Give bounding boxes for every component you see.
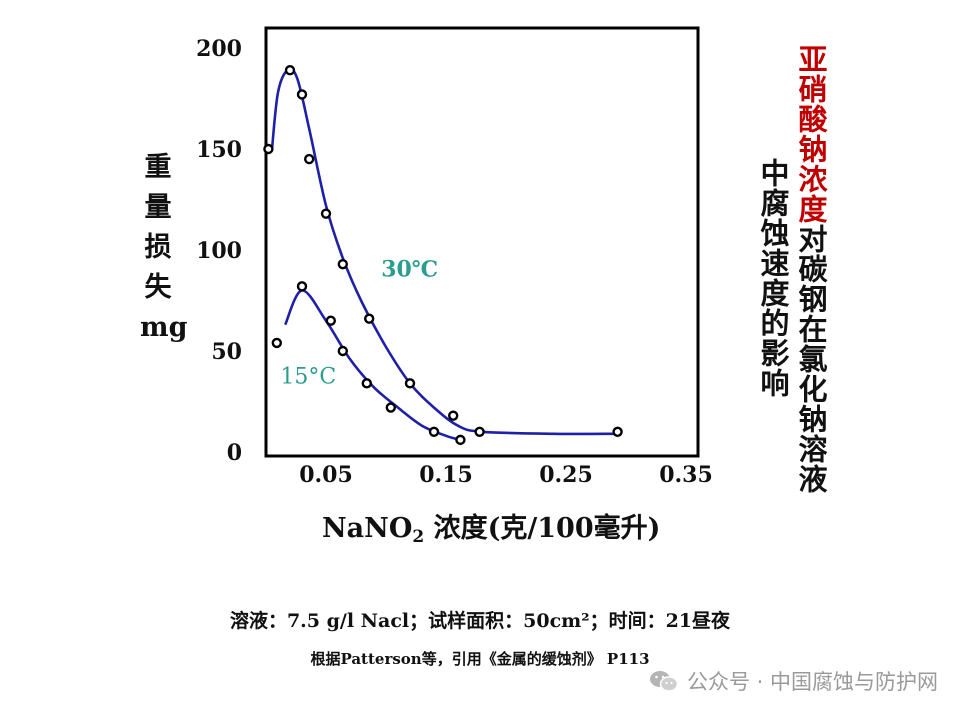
series-30c-point-10 — [612, 426, 623, 437]
y-axis-label: 重 量 损 失 mg — [140, 152, 188, 343]
x-axis-label-main: NaNO — [322, 513, 413, 544]
series-30c-point-2 — [296, 89, 308, 100]
series-30c-point-3 — [304, 153, 315, 165]
source-citation: 根据Patterson等，引用《金属的缓蚀剂》 P113 — [310, 650, 650, 668]
series-15c-point-4 — [361, 378, 372, 389]
series-15c-point-2 — [325, 315, 336, 326]
x-tick-label-0.35: 0.35 — [659, 462, 713, 488]
series-15c-point-0 — [271, 337, 282, 349]
series-15c-point-5 — [385, 402, 396, 413]
series-30c-point-0 — [263, 143, 274, 155]
x-tick-label-0.05: 0.05 — [299, 462, 353, 488]
series-15c-point-3 — [337, 345, 348, 357]
series-30c-point-1 — [284, 65, 296, 76]
experiment-conditions: 溶液：7.5 g/l Nacl；试样面积：50cm²；时间：21昼夜 — [229, 610, 731, 632]
y-tick-label-0: 0 — [227, 440, 242, 466]
y-tick-label-100: 100 — [196, 238, 242, 264]
series-30c-point-4 — [320, 208, 332, 219]
x-tick-label-0.25: 0.25 — [539, 462, 593, 488]
watermark: 公众号 · 中国腐蚀与防护网 — [649, 666, 938, 696]
series-30c-point-9 — [474, 426, 485, 437]
chart-title-highlight: 亚硝酸钠浓度 — [794, 44, 828, 224]
series-30c-point-7 — [404, 378, 416, 389]
x-axis-label-subscript: 2 — [412, 527, 425, 547]
chart-title-rest: 对碳钢在氯化钠溶液 — [794, 224, 828, 494]
series-15c-label: 15°C — [280, 364, 336, 389]
chart-title-continued: 中腐蚀速度的影响 — [756, 158, 790, 398]
wechat-icon — [649, 671, 679, 692]
y-tick-label-50: 50 — [211, 339, 242, 365]
series-30c-point-5 — [337, 258, 348, 270]
x-tick-label-0.15: 0.15 — [419, 462, 473, 488]
watermark-text: 公众号 · 中国腐蚀与防护网 — [686, 670, 938, 694]
x-axis-label-rest: 浓度(克/100毫升) — [424, 513, 661, 544]
x-axis-label: NaNO2 浓度(克/100毫升) — [322, 506, 660, 547]
series-30c-point-8 — [448, 410, 459, 421]
series-30c-label: 30℃ — [381, 256, 438, 282]
y-tick-label-200: 200 — [196, 36, 242, 62]
series-30c-point-6 — [364, 313, 375, 324]
chart-title: 亚硝酸钠浓度对碳钢在氯化钠溶液 — [794, 44, 828, 494]
series-15c-point-7 — [455, 434, 466, 446]
series-15c-point-1 — [296, 281, 308, 292]
series-15c-line — [284, 289, 461, 442]
series-15c-point-6 — [428, 426, 440, 437]
plot-frame — [264, 26, 700, 458]
y-tick-label-150: 150 — [196, 137, 242, 163]
